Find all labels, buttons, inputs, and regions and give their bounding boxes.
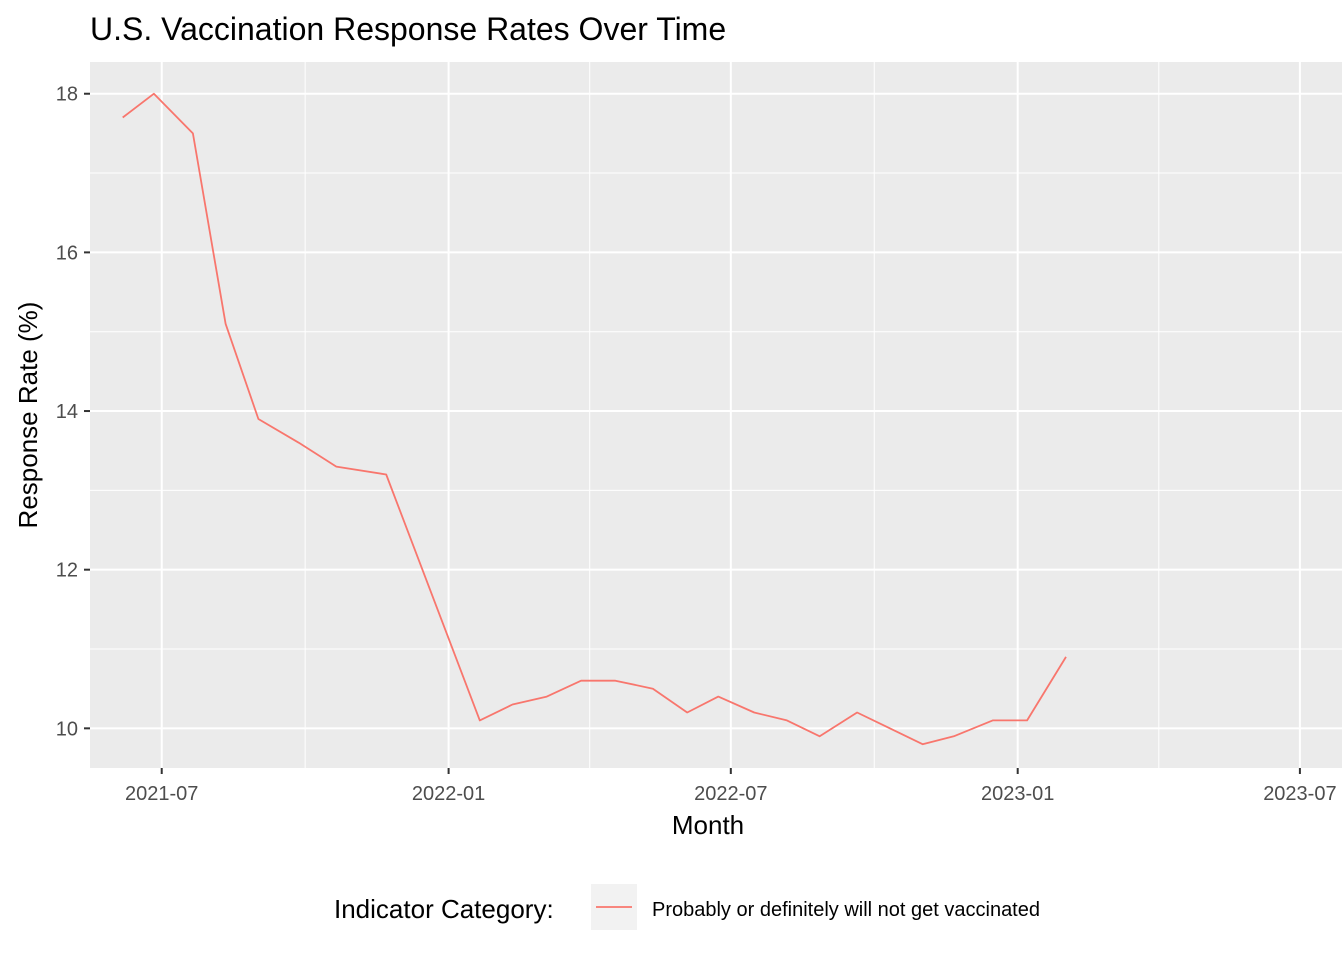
- grid-minor: [90, 62, 1342, 768]
- x-tick-label: 2022-07: [694, 783, 767, 805]
- y-tick-label: 16: [56, 242, 78, 264]
- x-tick-label: 2023-07: [1263, 783, 1336, 805]
- plot-panel: [90, 62, 1342, 768]
- x-axis: 2021-07 2022-01 2022-07 2023-01 2023-07: [125, 768, 1337, 805]
- grid-major: [90, 62, 1342, 768]
- chart-title: U.S. Vaccination Response Rates Over Tim…: [90, 11, 726, 47]
- y-tick-label: 18: [56, 84, 78, 106]
- y-axis-title: Response Rate (%): [13, 302, 43, 529]
- series-layer: [122, 92, 1067, 746]
- y-axis: 10 12 14 16 18: [56, 84, 90, 740]
- y-tick-label: 14: [56, 401, 78, 423]
- y-tick-label: 12: [56, 560, 78, 582]
- x-tick-label: 2022-01: [412, 783, 485, 805]
- x-axis-title: Month: [672, 810, 744, 840]
- x-tick-label: 2021-07: [125, 783, 198, 805]
- series-line-0: [122, 92, 1067, 746]
- y-tick-label: 10: [56, 718, 78, 740]
- x-tick-label: 2023-01: [981, 783, 1054, 805]
- legend-title: Indicator Category:: [334, 894, 554, 924]
- legend-entry-label: Probably or definitely will not get vacc…: [652, 899, 1040, 921]
- legend: Indicator Category: Probably or definite…: [334, 884, 1040, 930]
